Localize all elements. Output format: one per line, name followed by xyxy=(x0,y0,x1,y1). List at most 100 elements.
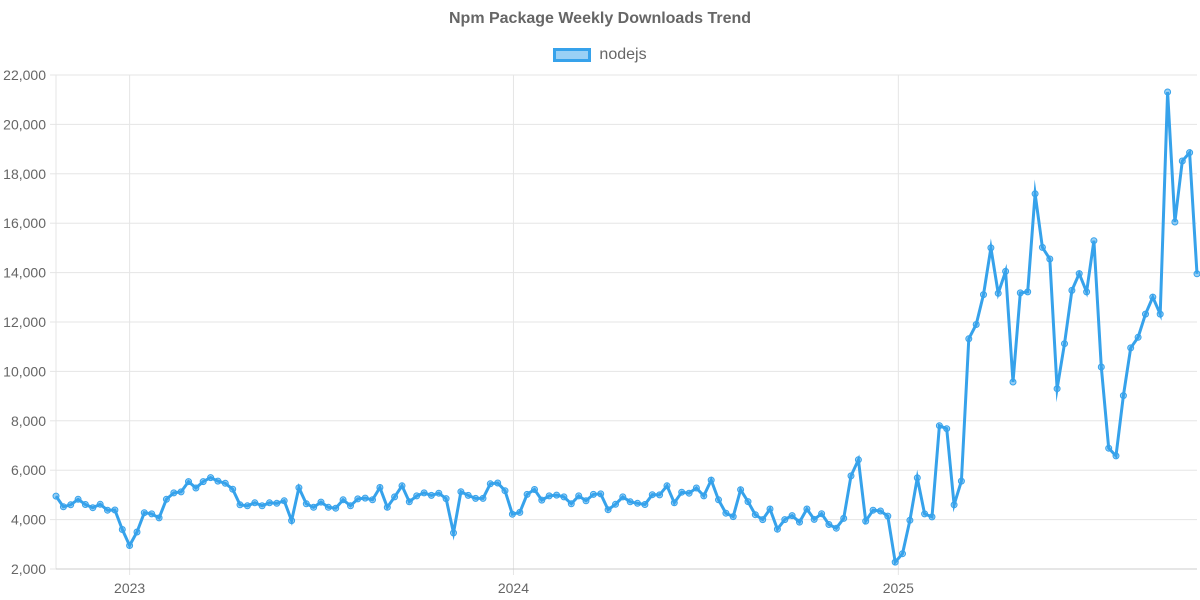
data-point xyxy=(185,478,192,486)
data-point xyxy=(170,489,178,497)
data-point xyxy=(869,506,877,514)
data-point xyxy=(553,491,561,499)
y-tick-label: 12,000 xyxy=(3,314,46,330)
y-tick-label: 6,000 xyxy=(11,462,46,478)
data-point xyxy=(457,488,465,496)
data-point xyxy=(148,510,156,518)
data-point xyxy=(1127,344,1135,352)
data-point xyxy=(310,503,318,511)
data-point xyxy=(862,517,870,525)
data-point xyxy=(854,456,862,464)
data-point xyxy=(243,502,251,510)
y-tick-label: 16,000 xyxy=(3,215,46,231)
grid xyxy=(50,74,1197,575)
data-point xyxy=(803,505,811,513)
data-point xyxy=(1105,444,1113,452)
data-point xyxy=(700,492,708,500)
data-point xyxy=(773,525,781,533)
y-tick-label: 14,000 xyxy=(3,265,46,281)
data-point xyxy=(523,490,531,498)
data-point xyxy=(317,498,325,506)
data-point xyxy=(582,497,590,505)
data-point xyxy=(715,496,722,504)
data-point xyxy=(899,550,906,558)
data-point xyxy=(928,513,936,521)
data-point xyxy=(957,477,965,485)
data-point xyxy=(538,496,546,504)
data-point xyxy=(641,501,649,508)
series-points xyxy=(52,88,1200,566)
data-point xyxy=(89,504,97,512)
data-point xyxy=(692,484,700,492)
data-point xyxy=(199,478,207,486)
data-point xyxy=(818,510,826,518)
data-point xyxy=(258,502,266,510)
data-point xyxy=(472,494,480,502)
data-point xyxy=(612,500,619,508)
data-point xyxy=(273,499,281,507)
data-point xyxy=(398,482,406,490)
x-tick-label: 2024 xyxy=(498,580,529,596)
data-point xyxy=(96,500,104,508)
data-point xyxy=(994,289,1002,297)
data-point xyxy=(847,472,855,480)
data-point xyxy=(104,506,111,514)
data-point xyxy=(759,516,767,524)
legend-label[interactable]: nodejs xyxy=(599,46,647,63)
data-point xyxy=(67,501,75,509)
data-point xyxy=(464,491,472,499)
data-point xyxy=(280,497,288,505)
x-tick-label: 2025 xyxy=(883,580,914,596)
data-point xyxy=(1178,157,1186,165)
data-point xyxy=(427,491,435,499)
data-point xyxy=(133,528,141,536)
data-point xyxy=(781,516,789,524)
data-point xyxy=(722,509,730,517)
legend: nodejs xyxy=(0,46,1200,64)
data-point xyxy=(155,514,163,522)
data-point xyxy=(840,514,848,522)
data-point xyxy=(545,492,553,500)
data-point xyxy=(162,495,170,503)
data-point xyxy=(531,486,538,493)
data-point xyxy=(626,498,634,506)
data-point xyxy=(877,507,884,515)
data-point xyxy=(413,492,421,500)
data-point xyxy=(52,492,60,500)
data-point xyxy=(140,509,148,517)
data-point xyxy=(656,491,664,499)
data-point xyxy=(450,529,457,537)
data-point xyxy=(788,512,796,520)
data-point xyxy=(950,501,958,509)
data-point xyxy=(1024,288,1032,296)
data-point xyxy=(1009,378,1017,386)
data-point xyxy=(405,498,413,506)
data-point xyxy=(810,515,818,523)
series-line-nodejs xyxy=(54,91,1199,566)
data-point xyxy=(987,244,995,252)
chart-title: Npm Package Weekly Downloads Trend xyxy=(448,10,752,27)
data-point xyxy=(737,486,745,494)
data-point xyxy=(391,493,399,501)
data-point xyxy=(921,510,929,518)
data-point xyxy=(1112,452,1120,460)
data-point xyxy=(1164,88,1172,96)
data-point xyxy=(339,496,347,504)
data-point xyxy=(81,501,89,508)
data-point xyxy=(935,422,943,430)
data-point xyxy=(832,524,840,532)
legend-swatch[interactable] xyxy=(553,48,592,62)
data-point xyxy=(913,474,921,482)
data-point xyxy=(1002,267,1010,275)
data-point xyxy=(207,474,215,482)
data-point xyxy=(126,542,134,549)
data-point xyxy=(214,477,222,485)
data-point xyxy=(751,511,759,519)
data-point xyxy=(965,335,973,343)
data-point xyxy=(1046,255,1054,263)
data-point xyxy=(943,425,951,433)
data-point xyxy=(1186,149,1194,157)
data-point xyxy=(891,558,899,566)
